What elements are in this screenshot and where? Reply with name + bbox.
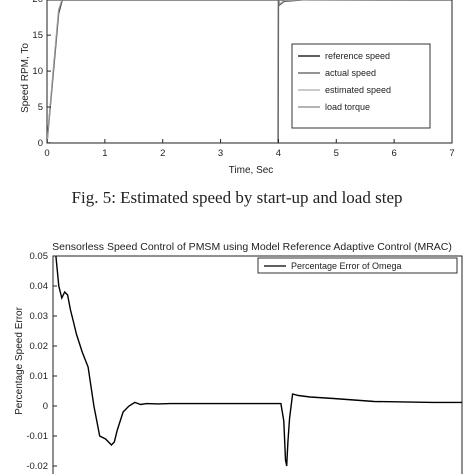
speed-chart: 0 1 2 3 4 5 6 7 0 5 10 15 20 Time, Sec Speed RPM, To…	[20, 0, 455, 176]
y-tick-label: 0.01	[30, 371, 49, 382]
estimated-speed-line	[47, 0, 380, 143]
legend-label-error: Percentage Error of Omega	[291, 261, 402, 271]
y-tick-label: 10	[32, 66, 43, 77]
legend-label-actual: actual speed	[325, 68, 376, 78]
chart-title: Sensorless Speed Control of PMSM using M…	[52, 241, 452, 253]
y-axis-label: Percentage Speed Error	[14, 306, 25, 415]
legend: reference speed actual speed estimated s…	[291, 43, 431, 129]
y-tick-label: 0.05	[30, 251, 49, 262]
y-tick-label: -0.01	[26, 431, 48, 442]
x-tick-label: 1	[102, 148, 107, 159]
y-tick-label: 0.02	[30, 341, 49, 352]
y-tick-label: 0.04	[30, 281, 49, 292]
y-tick-label: 15	[32, 30, 43, 41]
x-tick-label: 5	[334, 148, 339, 159]
load-torque-line	[47, 0, 280, 143]
legend-box	[257, 257, 458, 274]
x-tick-label: 2	[160, 148, 165, 159]
figure-caption: Fig. 5: Estimated speed by start-up and …	[71, 188, 403, 207]
y-axis-label: Speed RPM, To	[20, 43, 31, 113]
x-tick-label: 0	[44, 148, 49, 159]
legend-box	[291, 43, 431, 129]
legend-label-torque: load torque	[325, 102, 370, 112]
percentage-error-line	[55, 256, 462, 467]
x-tick-label: 6	[391, 148, 396, 159]
x-tick-label: 4	[276, 148, 281, 159]
x-axis-label: Time, Sec	[229, 165, 274, 176]
x-tick-label: 7	[449, 148, 454, 159]
legend-label-reference: reference speed	[325, 51, 390, 61]
plot-area	[52, 255, 463, 474]
legend-label-estimated: estimated speed	[325, 85, 391, 95]
y-tick-label: 0	[38, 138, 43, 149]
legend: Percentage Error of Omega	[257, 257, 458, 274]
y-tick-label: 0.03	[30, 311, 49, 322]
y-tick-label: 20	[32, 0, 43, 5]
y-tick-label: 5	[38, 102, 43, 113]
y-tick-label: 0	[43, 401, 48, 412]
y-tick-label: -0.02	[26, 461, 48, 472]
x-tick-label: 3	[218, 148, 223, 159]
